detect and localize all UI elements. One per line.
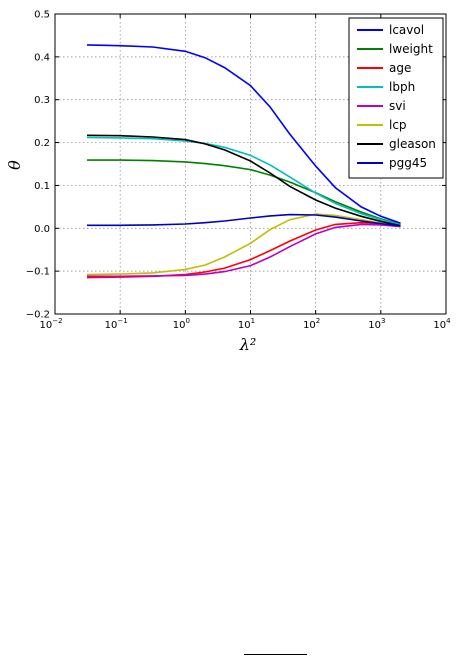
series-line-pgg45 [87, 213, 401, 227]
x-tick-label: 102 [303, 317, 320, 331]
legend-label-gleason: gleason [389, 137, 436, 151]
y-tick-label: 0.4 [34, 52, 50, 63]
legend-label-age: age [389, 61, 411, 75]
y-tick-label: 0.2 [34, 138, 50, 149]
legend-label-lbph: lbph [389, 80, 415, 94]
x-tick-label: 10−1 [105, 317, 128, 331]
regularization-path-chart: −0.2 −0.1 0.0 0.1 0.2 0.3 0.4 0.5 10−2 10−1 100 101… [5, 10, 451, 355]
x-axis-label: λ² [239, 335, 257, 354]
series-line-age [86, 221, 401, 279]
tick-layer: −0.2 −0.1 0.0 0.1 0.2 0.3 0.4 0.5 10−2 10−1 100 101… [26, 10, 451, 332]
legend-box [348, 17, 444, 179]
legend-label-lcavol: lcavol [389, 23, 424, 37]
series-line-lbph [86, 136, 401, 226]
x-tick-label: 100 [173, 317, 190, 331]
legend: lcavol lweight age lbph svi lcp gleason pgg45 [348, 17, 444, 179]
y-tick-label: 0.0 [34, 224, 50, 235]
y-tick-label: −0.1 [26, 267, 50, 278]
x-tick-label: 103 [368, 317, 385, 331]
legend-label-lcp: lcp [389, 118, 407, 132]
legend-label-svi: svi [389, 99, 406, 113]
x-tick-label: 10−2 [39, 317, 62, 331]
x-tick-label: 101 [238, 317, 255, 331]
grid-layer [55, 14, 446, 314]
series-line-lweight [87, 159, 401, 226]
y-tick-label: 0.3 [34, 95, 50, 106]
series-line-svi [87, 223, 401, 278]
series-line-lcavol [86, 44, 401, 224]
y-tick-label: −0.2 [26, 310, 50, 321]
y-axis-label: θ [5, 160, 24, 170]
series-line-lcp [86, 213, 401, 276]
series-layer [86, 44, 401, 279]
series-line-gleason [86, 134, 401, 227]
y-tick-label: 0.5 [34, 10, 50, 21]
y-tick-label: 0.1 [34, 181, 50, 192]
x-tick-label: 104 [433, 317, 451, 331]
footer-rule [244, 654, 307, 655]
legend-label-pgg45: pgg45 [389, 156, 427, 170]
legend-label-lweight: lweight [389, 42, 433, 56]
